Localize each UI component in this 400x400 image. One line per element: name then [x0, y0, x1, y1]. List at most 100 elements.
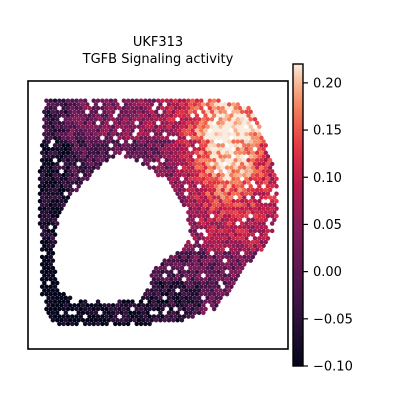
- spot: [199, 165, 204, 170]
- spot: [153, 280, 159, 286]
- spot: [80, 146, 86, 152]
- spot: [100, 120, 105, 126]
- spot: [196, 265, 202, 271]
- spot: [54, 146, 60, 152]
- spot: [158, 146, 163, 152]
- spot: [224, 217, 230, 223]
- spot: [194, 254, 200, 260]
- spot: [113, 306, 118, 312]
- spot: [80, 131, 86, 137]
- spot: [65, 165, 71, 170]
- spot: [76, 139, 81, 144]
- spot: [218, 117, 223, 122]
- spot: [117, 306, 122, 312]
- spot: [132, 310, 137, 316]
- spot: [52, 143, 58, 148]
- spot: [177, 262, 182, 267]
- spot: [97, 303, 103, 308]
- spot: [216, 120, 221, 126]
- spot: [87, 157, 92, 163]
- spot: [138, 113, 144, 118]
- spot: [207, 239, 213, 245]
- spot: [61, 180, 66, 185]
- spot: [216, 232, 221, 237]
- spot: [171, 124, 176, 130]
- spot: [145, 146, 150, 152]
- spot: [136, 139, 142, 144]
- spot: [205, 206, 210, 211]
- spot: [44, 291, 49, 297]
- spot: [220, 210, 225, 215]
- spot: [117, 113, 122, 118]
- spot: [67, 161, 73, 167]
- spot: [244, 206, 249, 211]
- spot: [181, 135, 187, 141]
- spot: [229, 269, 234, 275]
- spot: [85, 310, 90, 316]
- spot: [37, 169, 43, 174]
- spot: [259, 217, 264, 223]
- spot: [252, 139, 258, 144]
- spot: [252, 250, 258, 256]
- spot: [39, 232, 45, 237]
- spot: [190, 157, 195, 163]
- spot: [229, 165, 234, 170]
- spot: [46, 243, 51, 249]
- spot: [130, 105, 135, 111]
- spot: [194, 128, 200, 133]
- spot: [115, 310, 120, 316]
- spot: [171, 295, 176, 301]
- spot: [63, 303, 69, 308]
- spot: [188, 184, 193, 189]
- spot: [229, 262, 234, 267]
- spot: [188, 139, 193, 144]
- spot: [199, 98, 204, 103]
- colorbar-tick-label: 0.15: [313, 124, 342, 139]
- spot: [102, 317, 107, 323]
- spot: [175, 109, 180, 115]
- spot: [196, 243, 202, 249]
- spot: [188, 221, 193, 226]
- spot: [156, 314, 161, 319]
- spot: [233, 239, 238, 245]
- spot: [237, 113, 243, 118]
- spot: [226, 102, 232, 107]
- spot: [93, 310, 99, 316]
- spot: [143, 306, 148, 312]
- spot: [65, 314, 71, 319]
- spot: [39, 277, 45, 282]
- spot: [199, 299, 204, 304]
- spot: [61, 314, 66, 319]
- spot: [250, 128, 256, 133]
- spot: [82, 150, 88, 156]
- spot: [261, 176, 266, 182]
- spot: [261, 169, 266, 174]
- spot: [147, 128, 152, 133]
- spot: [156, 150, 161, 156]
- spot: [50, 154, 56, 159]
- spot: [246, 143, 251, 148]
- spot: [186, 180, 191, 185]
- spot: [140, 124, 146, 130]
- spot: [183, 273, 189, 278]
- spot: [173, 105, 178, 111]
- spot: [252, 198, 258, 204]
- spot: [261, 221, 266, 226]
- spot: [252, 117, 258, 122]
- spot: [263, 195, 268, 200]
- spot: [130, 98, 135, 103]
- spot: [196, 273, 202, 278]
- spot: [65, 120, 71, 126]
- spot: [254, 210, 260, 215]
- spot: [78, 143, 84, 148]
- spot: [168, 165, 174, 170]
- spot: [192, 310, 198, 316]
- spot: [50, 117, 56, 122]
- spot: [147, 299, 152, 304]
- spot: [44, 210, 49, 215]
- spot: [233, 224, 238, 230]
- spot: [265, 169, 271, 174]
- spot: [192, 221, 198, 226]
- spot: [216, 239, 221, 245]
- spot: [52, 284, 58, 289]
